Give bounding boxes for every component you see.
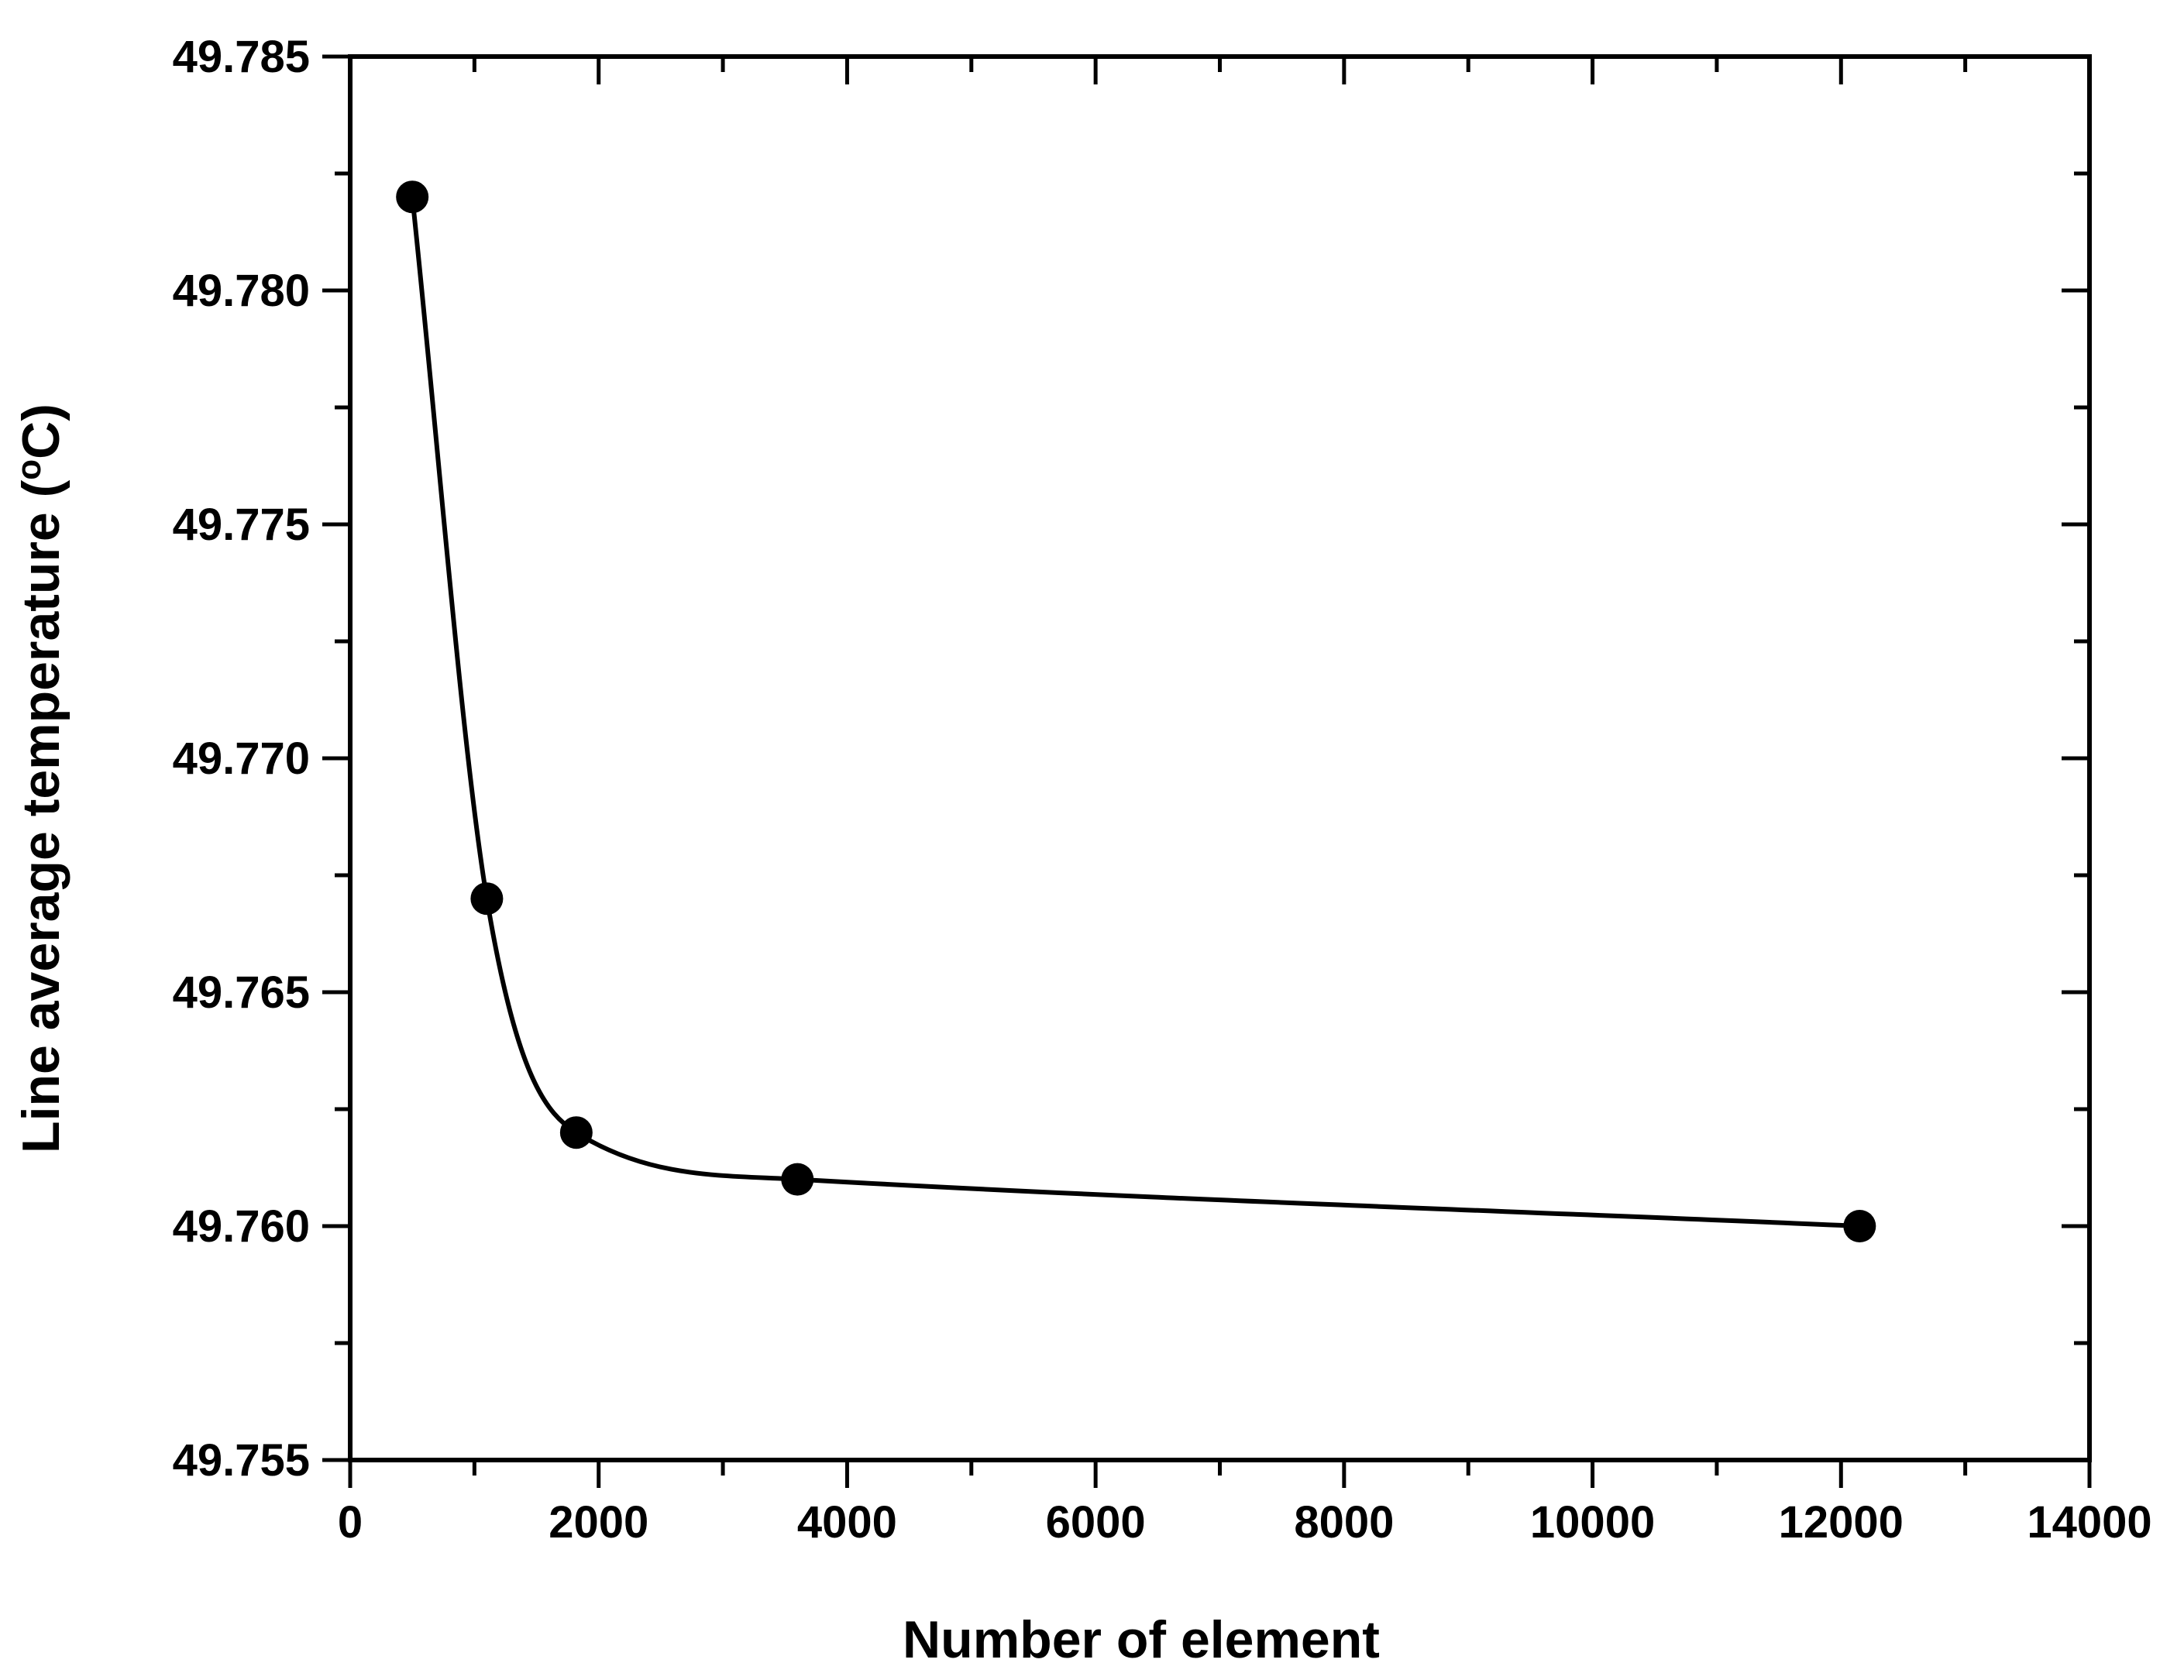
x-tick-label: 8000: [1294, 1497, 1394, 1548]
x-tick-label: 2000: [549, 1497, 648, 1548]
x-tick-label: 0: [338, 1497, 363, 1548]
data-point: [1843, 1210, 1876, 1242]
tick-labels: 0 2000 4000 6000 8000 10000 12000 14000 49.755 49…: [173, 32, 2152, 1548]
plot-frame: [348, 54, 2092, 1462]
y-tick-label: 49.765: [173, 967, 310, 1018]
data-point: [396, 180, 429, 214]
y-tick-label: 49.775: [173, 500, 310, 550]
y-axis-label-unit: C): [12, 404, 71, 459]
x-axis-label: Number of element: [903, 1610, 1380, 1669]
axis-labels: Number of element Line average temperatu…: [10, 404, 1380, 1669]
x-tick-label: 6000: [1046, 1497, 1146, 1548]
y-tick-label: 49.785: [173, 32, 310, 82]
x-tick-label: 4000: [797, 1497, 897, 1548]
data-point: [781, 1163, 814, 1196]
data-point: [470, 882, 504, 916]
series: [396, 180, 1876, 1242]
y-tick-label: 49.770: [173, 733, 310, 784]
x-tick-label: 14000: [2027, 1497, 2151, 1548]
y-axis-label-degree: o: [10, 459, 48, 480]
y-axis-label-main: Line average temperature (: [12, 479, 71, 1153]
x-tick-label: 12000: [1779, 1497, 1904, 1548]
y-tick-label: 49.760: [173, 1201, 310, 1252]
x-tick-label: 10000: [1530, 1497, 1655, 1548]
ticks: [322, 54, 2092, 1488]
y-tick-label: 49.755: [173, 1435, 310, 1486]
series-line: [410, 196, 1860, 1228]
y-tick-label: 49.780: [173, 266, 310, 316]
y-axis-label: Line average temperature (oC): [10, 404, 71, 1153]
axes: [348, 54, 2092, 1462]
data-point: [559, 1116, 593, 1149]
